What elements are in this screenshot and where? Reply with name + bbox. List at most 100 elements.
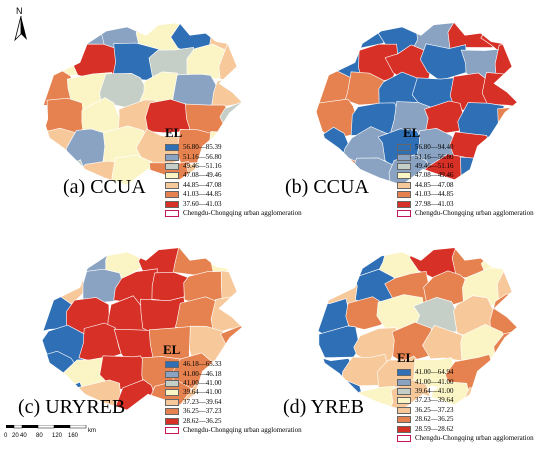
legend-swatch <box>165 172 179 180</box>
legend-label: 44.85—47.08 <box>183 180 222 189</box>
legend-item: 41.00—46.18 <box>165 369 302 378</box>
north-arrow-icon <box>14 15 27 42</box>
legend-label: 44.85—47.08 <box>415 180 454 189</box>
legend-a: EL 56.80—85.39 51.16—56.80 49.46—51.16 47.0… <box>165 126 302 218</box>
scale-tick-label: 120 <box>52 433 63 439</box>
scale-tick-label: 80 <box>36 433 43 439</box>
legend-item: 28.59—28.62 <box>397 424 534 433</box>
legend-label: 41.00—41.00 <box>183 378 222 387</box>
legend-item: 41.00—41.00 <box>397 377 534 386</box>
legend-item: 41.00—64.94 <box>397 368 534 377</box>
legend-swatch <box>397 172 411 180</box>
legend-swatch <box>397 181 411 189</box>
legend-item: 36.25—37.23 <box>165 407 302 416</box>
legend-swatch <box>397 425 411 433</box>
scale-bar: 0 20 40 80 120 160 km <box>4 424 98 440</box>
district-region <box>497 270 518 308</box>
legend-swatch <box>397 369 411 377</box>
legend-d: EL 41.00—64.94 41.00—41.00 39.64—41.00 37.2… <box>397 351 534 443</box>
district-region <box>210 247 243 276</box>
legend-item: 39.64—41.00 <box>165 388 302 397</box>
legend-swatch <box>397 191 411 199</box>
legend-swatch <box>165 389 179 397</box>
scale-tick-label: 40 <box>20 433 27 439</box>
legend-title: EL <box>403 125 421 140</box>
legend-swatch <box>165 361 179 369</box>
legend-item: 47.08—49.46 <box>165 171 302 180</box>
legend-boundary-item: Chengdu-Chongqing urban agglomeration <box>397 434 534 443</box>
legend-item: 44.85—47.08 <box>397 181 534 190</box>
legend-swatch <box>397 378 411 386</box>
legend-swatch <box>397 153 411 161</box>
legend-label: 37.60—41.03 <box>183 199 222 208</box>
district-region <box>315 247 352 273</box>
legend-swatch <box>165 370 179 378</box>
legend-label: 49.46—51.16 <box>415 161 454 170</box>
legend-item: 46.18—65.33 <box>165 360 302 369</box>
legend-label: 46.18—65.33 <box>183 360 222 369</box>
legend-item: 56.80—94.40 <box>397 143 534 152</box>
legend-label: 41.03—44.85 <box>415 190 454 199</box>
legend-swatch <box>165 144 179 152</box>
legend-b: EL 56.80—94.40 51.16—56.80 49.46—51.16 47.0… <box>397 126 534 218</box>
legend-item: 37.23—39.64 <box>165 398 302 407</box>
map-panel-a: N EL 56.80—85.39 51.16—56.80 49.46—51.16 47… <box>0 0 302 225</box>
legend-swatch <box>165 408 179 416</box>
legend-swatch <box>165 200 179 208</box>
legend-label: 51.16—56.80 <box>183 152 222 161</box>
legend-swatch <box>397 200 411 208</box>
legend-title: EL <box>163 342 181 357</box>
legend-label: 39.64—41.00 <box>183 388 222 397</box>
legend-item: 28.62—36.25 <box>397 415 534 424</box>
caption-c: (c) URYREB <box>18 396 126 418</box>
legend-swatch <box>165 417 179 425</box>
legend-label: 28.59—28.62 <box>415 424 454 433</box>
legend-swatch <box>165 181 179 189</box>
caption-b: (b) CCUA <box>285 176 369 198</box>
legend-item: 56.80—85.39 <box>165 143 302 152</box>
legend-item: 28.62—36.25 <box>165 416 302 425</box>
legend-item: 41.03—44.85 <box>165 190 302 199</box>
north-arrow-label: N <box>16 6 23 16</box>
legend-label: 41.03—44.85 <box>183 190 222 199</box>
legend-item: 27.98—41.03 <box>397 199 534 208</box>
district-region <box>480 22 518 55</box>
legend-title: EL <box>397 350 415 365</box>
legend-label: 41.00—41.00 <box>415 377 454 386</box>
legend-boundary-item: Chengdu-Chongqing urban agglomeration <box>165 209 302 218</box>
legend-item: 41.00—41.00 <box>165 379 302 388</box>
scale-tick-label: 0 <box>4 433 8 439</box>
legend-boundary-item: Chengdu-Chongqing urban agglomeration <box>165 426 302 435</box>
legend-label: 51.16—56.80 <box>415 152 454 161</box>
scale-bar-graphic <box>6 424 87 429</box>
legend-swatch <box>165 191 179 199</box>
legend-label: 36.25—37.23 <box>183 407 222 416</box>
legend-item: 37.23—39.64 <box>397 396 534 405</box>
boundary-label: Chengdu-Chongqing urban agglomeration <box>415 433 534 442</box>
legend-c: EL 46.18—65.33 41.00—46.18 41.00—41.00 39.6… <box>163 342 302 435</box>
legend-label: 28.62—36.25 <box>415 415 454 424</box>
legend-swatch <box>397 162 411 170</box>
boundary-swatch <box>165 209 179 217</box>
legend-item: 37.60—41.03 <box>165 199 302 208</box>
boundary-swatch <box>397 434 411 442</box>
district-region <box>322 269 360 305</box>
district-region <box>480 247 518 274</box>
legend-swatch <box>165 398 179 406</box>
legend-swatch <box>165 379 179 387</box>
legend-item: 47.08—49.46 <box>397 171 534 180</box>
legend-item: 36.25—37.23 <box>397 406 534 415</box>
legend-label: 41.00—46.18 <box>183 369 222 378</box>
legend-label: 41.00—64.94 <box>415 368 454 377</box>
scale-tick-label: 20 <box>12 433 19 439</box>
agglomeration-boundary <box>40 21 244 186</box>
north-arrow: N <box>10 6 32 42</box>
scale-unit-label: km <box>88 428 96 434</box>
agglomeration-boundary <box>315 246 519 411</box>
legend-swatch <box>397 387 411 395</box>
legend-label: 37.23—39.64 <box>415 396 454 405</box>
legend-label: 28.62—36.25 <box>183 416 222 425</box>
legend-label: 49.46—51.16 <box>183 161 222 170</box>
legend-swatch <box>165 162 179 170</box>
map-panel-d: EL 41.00—64.94 41.00—41.00 39.64—41.00 37.2… <box>275 225 550 450</box>
